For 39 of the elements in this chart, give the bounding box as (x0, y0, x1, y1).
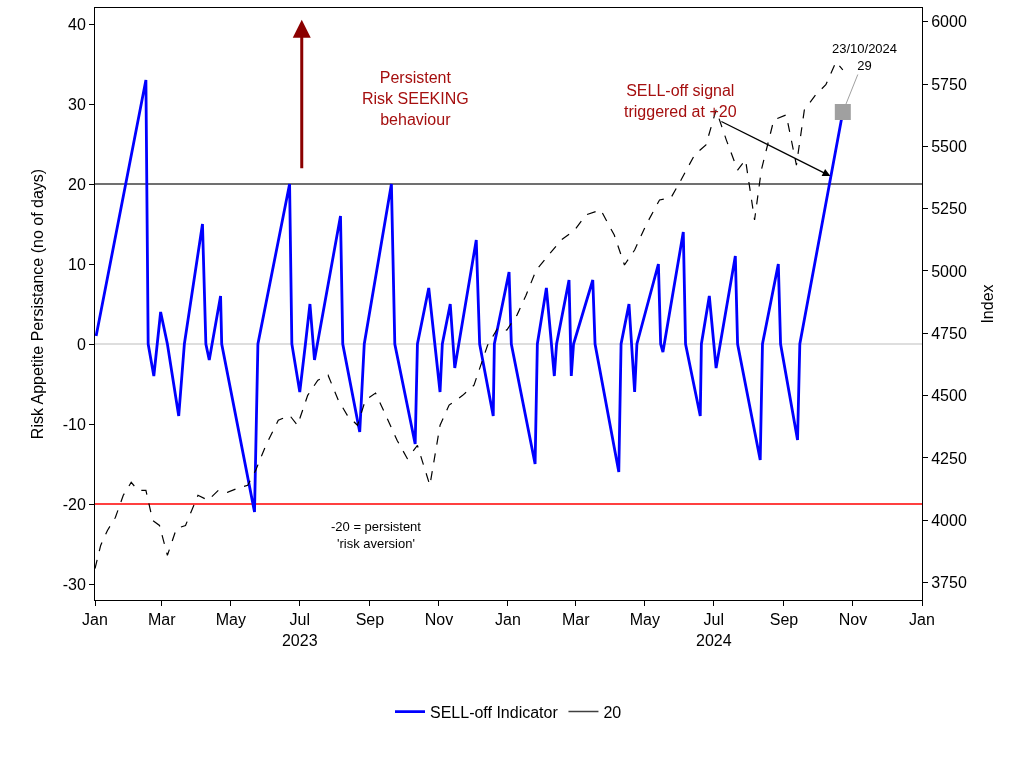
annotation: Persistent Risk SEEKING behaviour (362, 69, 469, 128)
y2-tick-label: 5000 (931, 262, 967, 280)
y2-tick-label: 6000 (931, 13, 967, 31)
y-tick-label: 10 (68, 255, 86, 273)
y2-tick-label: 4250 (931, 449, 967, 467)
x-tick-label: Jan (82, 611, 108, 629)
y2-tick-label: 3750 (931, 574, 967, 592)
legend-label: 20 (603, 703, 622, 721)
legend-label: SELL-off Indicator (430, 703, 559, 721)
y-tick-label: -20 (62, 495, 86, 513)
x-tick-label: Nov (838, 611, 868, 629)
y-tick-label: -10 (62, 415, 86, 433)
y-tick-label: 20 (68, 175, 86, 193)
y2-tick-label: 5500 (931, 137, 967, 155)
x-tick-label: Sep (355, 611, 385, 629)
y2-tick-label: 4000 (931, 511, 967, 529)
x-tick-label: Jul 2023 (281, 611, 318, 649)
x-tick-label: Sep (769, 611, 799, 629)
x-tick-label: Jul 2024 (696, 611, 732, 649)
y2-tick-label: 5250 (931, 200, 967, 218)
x-tick-label: Jan (909, 611, 935, 629)
x-tick-label: Nov (424, 611, 454, 629)
annotation: SELL-off signal triggered at +20 (624, 82, 737, 120)
y2-tick-label: 4750 (931, 324, 967, 342)
annotation: -20 = persistent 'risk aversion' (331, 519, 422, 551)
y-tick-label: 0 (76, 335, 86, 353)
y-tick-label: -30 (62, 575, 86, 593)
y2-tick-label: 4500 (931, 387, 967, 405)
y-tick-label: 40 (68, 15, 86, 33)
x-tick-label: May (215, 611, 246, 629)
x-tick-label: Mar (147, 611, 177, 629)
y-tick-label: 30 (68, 95, 86, 113)
x-tick-label: Jan (495, 611, 521, 629)
y-axis-title: Risk Appetite Persistance (no of days) (28, 168, 46, 440)
annotation: 23/10/2024 29 (832, 41, 898, 73)
y2-axis-title: Index (978, 284, 996, 324)
y2-tick-label: 5750 (931, 75, 967, 93)
x-tick-label: Mar (562, 611, 591, 629)
x-tick-label: May (629, 611, 660, 629)
